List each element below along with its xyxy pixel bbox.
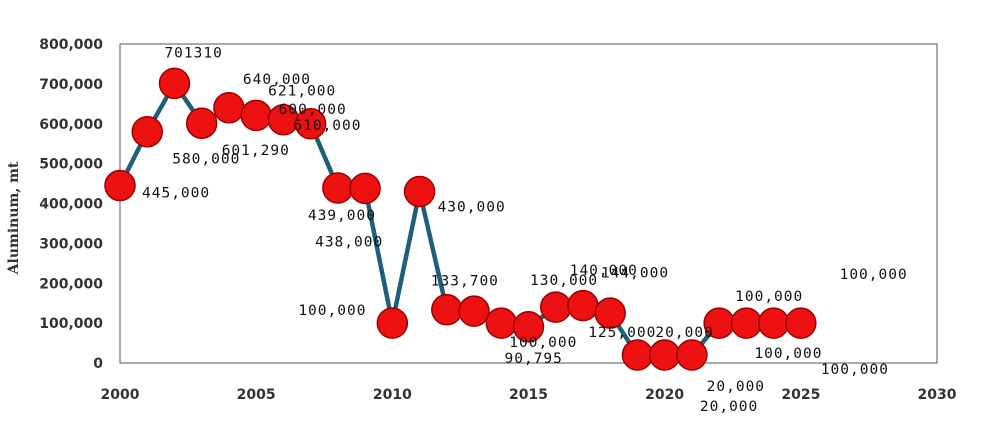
x-tick-label: 2025 [781,387,820,403]
data-label: 445,000 [142,186,210,202]
data-markers [104,67,817,371]
data-point-marker [594,297,626,329]
y-tick-label: 200,000 [39,276,103,292]
data-label: 140,000 [570,263,638,279]
data-label: 133,700 [431,274,499,290]
y-tick-label: 700,000 [39,77,103,93]
data-label: 100,000 [735,289,803,305]
data-label: 90,795 [505,351,563,367]
x-tick-label: 2030 [918,387,957,403]
data-label: 621,000 [268,83,336,99]
x-tick-label: 2015 [509,387,548,403]
data-point-marker [730,307,763,339]
data-label: 144,000 [601,266,669,282]
x-axis-ticks: 2000 2005 2010 2015 2020 2025 2030 [101,387,957,403]
data-label: 100,000 [509,335,577,351]
data-label: 20,000 [655,325,713,341]
y-tick-label: 500,000 [39,157,103,173]
y-tick-label: 600,000 [39,117,103,133]
data-point-marker [567,289,599,322]
y-axis-title: Aluminum, mt [6,161,22,275]
data-point-marker [240,99,272,132]
data-label: 430,000 [438,200,506,216]
data-point-marker [621,339,654,371]
data-label: 130,000 [530,273,598,289]
data-label: 100,000 [298,303,366,319]
data-point-marker [376,307,409,339]
data-label: 100,000 [754,346,822,362]
data-label: 701310 [164,45,222,61]
x-tick-label: 2020 [645,387,684,403]
data-labels: 445,000 580,000 701310 601,290 640,000621,00… [142,45,908,415]
data-point-marker [648,339,681,371]
data-label: 601,290 [222,143,290,159]
data-point-marker [322,172,354,204]
data-point-marker [431,293,463,326]
data-point-marker [458,295,490,327]
data-point-marker [349,172,381,205]
y-axis-ticks: 0 100,000 200,000 300,000 400,000 500,000 600,… [39,37,103,372]
data-label: 100,000 [821,362,889,378]
data-label: 100,000 [840,267,908,283]
data-point-marker [485,307,518,339]
data-point-marker [213,92,245,124]
data-point-marker [539,291,572,323]
data-point-marker [294,108,327,140]
y-tick-label: 300,000 [39,236,103,252]
data-label: 580,000 [172,152,240,168]
y-tick-label: 100,000 [39,316,103,332]
data-point-marker [512,311,545,343]
x-tick-label: 2000 [101,387,140,403]
data-label: 600,000 [279,102,347,118]
data-label: 610,000 [293,118,361,134]
data-point-marker [131,115,163,148]
data-point-marker [785,307,817,339]
data-point-marker [158,67,191,100]
x-tick-label: 2005 [237,387,276,403]
data-point-marker [104,169,136,202]
data-label: 640,000 [243,72,311,88]
data-label: 439,000 [308,208,376,224]
data-point-marker [403,175,436,208]
x-tick-label: 2010 [373,387,412,403]
y-tick-label: 400,000 [39,197,103,213]
data-point-marker [185,107,218,139]
data-label: 438,000 [315,234,383,250]
data-label: 20,000 [700,399,758,415]
data-point-marker [757,307,790,339]
y-tick-label: 800,000 [39,37,103,53]
y-tick-label: 0 [93,356,103,372]
data-label: 20,000 [707,379,765,395]
data-label: 125,000 [588,325,656,341]
data-point-marker [676,339,708,371]
